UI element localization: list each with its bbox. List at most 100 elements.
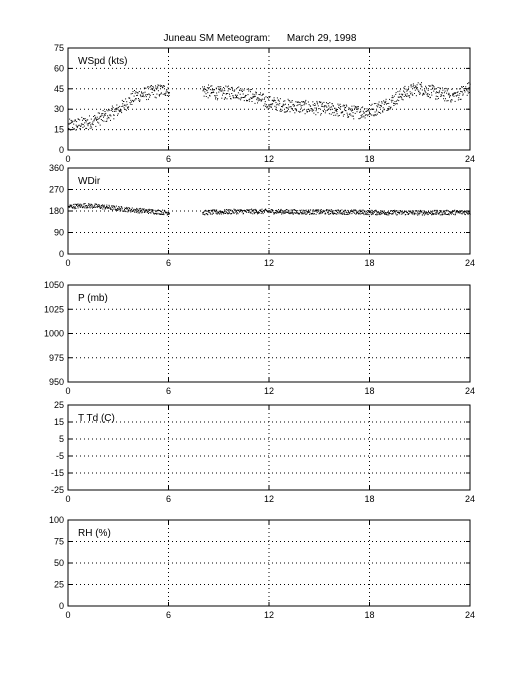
data-point [71,204,73,206]
data-point [215,210,216,212]
data-point [69,204,71,206]
data-point [460,211,462,213]
data-point [144,91,146,93]
data-point [77,207,79,209]
data-point [433,90,435,92]
data-point [352,115,354,117]
data-point [208,84,209,86]
data-point [120,109,122,111]
data-point [319,212,321,214]
data-point [269,210,271,212]
data-point [367,213,369,215]
panel-label: WSpd (kts) [78,56,127,67]
data-point [273,213,275,215]
data-point [168,95,170,96]
data-point [253,209,254,211]
data-point [310,209,312,211]
data-point [229,88,231,90]
data-point [100,205,102,207]
data-point [436,210,438,212]
data-point [397,211,399,213]
data-point [304,101,306,103]
data-point [159,95,160,97]
data-point [376,214,378,216]
data-point [461,86,463,88]
data-point [418,210,420,212]
data-point [101,205,103,207]
data-point [430,88,432,90]
data-point [77,205,79,207]
data-point [376,214,378,216]
data-point [96,203,97,205]
data-point [305,209,307,211]
data-point [350,210,352,212]
data-point [237,87,239,89]
data-point [157,212,159,214]
data-point [80,203,82,205]
data-point [429,213,431,214]
data-point [87,206,89,208]
data-point [293,209,295,211]
data-point [413,84,415,86]
data-point [213,210,215,212]
data-point [321,211,323,213]
data-point [270,103,272,105]
data-point [272,103,274,105]
data-point [405,88,407,90]
data-point [71,120,73,122]
data-point [236,96,237,97]
data-point [469,83,471,85]
data-point [73,128,75,130]
data-point [282,210,284,212]
data-point [251,101,253,102]
data-point [209,94,211,96]
data-point [328,105,330,107]
data-point [231,213,233,214]
data-point [453,213,455,215]
data-point [434,209,436,211]
data-point [307,211,309,213]
data-point [102,208,104,210]
data-point [311,108,313,110]
data-point [408,210,410,212]
data-point [341,212,343,214]
data-point [438,91,440,93]
data-point [461,86,463,88]
data-point [335,213,337,215]
data-point [263,210,265,212]
data-point [330,213,331,214]
data-point [125,98,127,100]
data-point [329,106,331,108]
data-point [298,212,300,214]
data-point [348,107,350,109]
data-point [426,88,428,90]
data-point [391,95,393,97]
data-point [467,212,469,214]
data-point [211,210,212,212]
data-point [149,210,151,211]
data-point [439,90,441,92]
data-point [106,109,107,111]
data-point [418,90,420,92]
data-point [347,213,348,215]
data-point [162,214,164,215]
data-point [366,110,368,112]
data-point [217,86,219,88]
data-point [346,112,348,114]
data-point [371,103,373,105]
data-point [425,92,427,94]
y-tick-label: 1050 [44,280,64,290]
data-point [220,211,222,213]
data-point [432,213,434,214]
data-point [426,212,428,214]
data-point [290,108,292,110]
data-point [451,99,453,101]
data-point [116,209,118,211]
data-point [274,212,276,214]
data-point [147,86,149,88]
data-point [320,213,322,215]
data-point [401,211,403,213]
data-point [265,104,267,106]
data-point [149,212,151,213]
data-point [266,107,268,109]
